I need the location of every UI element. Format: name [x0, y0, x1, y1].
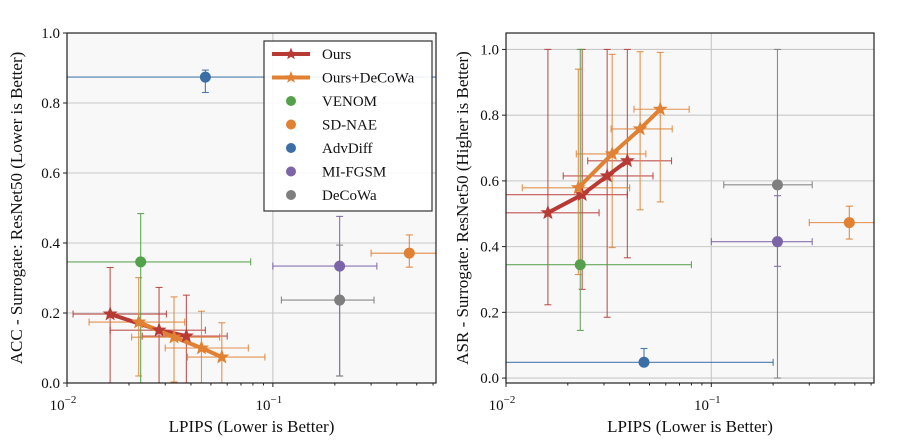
y-tick-label: 1.0: [480, 42, 499, 58]
x-tick-base: 10: [694, 398, 709, 414]
data-point-star-ours-decowa: [652, 101, 668, 116]
data-point-star-ours: [574, 186, 590, 202]
data-point-star-ours-decowa: [632, 121, 648, 136]
legend-item-advdiff: AdvDiff: [286, 141, 373, 157]
y-tick-label: 0.0: [480, 371, 499, 387]
legend-circle-icon: [286, 190, 296, 200]
data-point-star-ours-decowa: [131, 314, 147, 329]
legend-item-decowa: DeCoWa: [286, 188, 377, 204]
legend-label: Ours: [322, 47, 351, 63]
data-point-star-ours: [151, 322, 167, 337]
errorbars-venom: [67, 213, 252, 383]
data-layer: [67, 69, 436, 383]
data-point-decowa: [771, 179, 783, 191]
data-point-star-ours: [102, 306, 118, 321]
y-tick-label: 0.4: [480, 240, 499, 256]
data-point-star-ours: [599, 168, 615, 183]
axes-frame: [505, 32, 875, 384]
y-tick-label: 0.0: [41, 376, 60, 392]
data-point-sd-nae: [843, 217, 855, 229]
data-point-star-ours-decowa: [570, 179, 586, 195]
y-tick-label: 0.8: [480, 108, 499, 124]
x-tick-label: 10−2: [50, 394, 77, 414]
data-point-advdiff: [199, 71, 211, 83]
legend-label: SD-NAE: [322, 118, 377, 134]
data-point-mi-fgsm: [771, 236, 783, 248]
legend-circle-icon: [286, 96, 296, 106]
axes-frame: [66, 32, 437, 384]
x-tick-exponent: −1: [271, 394, 283, 406]
legend-label: DeCoWa: [322, 188, 377, 204]
y-tick-label: 0.8: [41, 96, 60, 112]
x-tick-base: 10: [256, 398, 271, 414]
legend-item-ours-decowa: Ours+DeCoWa: [272, 71, 415, 87]
data-point-star-ours-decowa: [194, 340, 209, 355]
legend-circle-icon: [286, 119, 296, 130]
x-tick-label: 10−1: [256, 394, 283, 414]
y-tick-label: 1.0: [41, 26, 60, 42]
data-point-star-ours: [178, 328, 194, 343]
errorbars-decowa: [723, 48, 813, 379]
legend-label: MI-FGSM: [322, 165, 386, 181]
series-line-ours: [545, 158, 630, 215]
legend-item-mi-fgsm: MI-FGSM: [286, 165, 386, 181]
legend-item-venom: VENOM: [286, 94, 377, 110]
y-tick-label: 0.4: [41, 236, 60, 252]
x-tick-exponent: −2: [65, 394, 77, 406]
x-tick-label: 10−1: [694, 394, 721, 414]
y-axis-label: ACC - Surrogate: ResNet50 (Lower is Bett…: [7, 52, 26, 365]
y-tick-label: 0.2: [41, 306, 60, 322]
data-point-venom: [135, 256, 147, 268]
y-axis-label: ASR - Surrogate: ResNet50 (Higher is Bet…: [453, 51, 472, 365]
legend: Ours Ours+DeCoWa VENOM SD-NAE AdvDiff MI-FGSM…: [263, 40, 433, 212]
legend-star-icon: [284, 47, 298, 60]
data-point-star-ours-decowa: [166, 329, 182, 344]
legend-label: AdvDiff: [322, 141, 373, 157]
legend-circle-icon: [286, 166, 296, 177]
series-line-ours-decowa: [576, 107, 663, 190]
data-layer: [506, 48, 874, 379]
legend-star-icon: [284, 71, 298, 83]
x-tick-exponent: −1: [709, 394, 721, 406]
y-tick-label: 0.6: [480, 174, 499, 190]
legend-label: Ours+DeCoWa: [322, 71, 415, 87]
legend-circle-icon: [286, 143, 296, 153]
legend-label: VENOM: [322, 94, 377, 110]
y-tick-label: 0.6: [41, 166, 60, 182]
x-tick-exponent: −2: [504, 394, 516, 406]
data-point-venom: [574, 259, 586, 271]
data-point-sd-nae: [403, 247, 415, 259]
x-axis-label: LPIPS (Lower is Better): [607, 417, 773, 436]
x-tick-label: 10−2: [489, 394, 516, 414]
legend-item-ours: Ours: [272, 47, 351, 63]
data-point-decowa: [334, 294, 346, 306]
data-point-advdiff: [638, 356, 650, 368]
data-point-star-ours: [619, 152, 635, 168]
data-point-star-ours: [540, 204, 556, 220]
x-tick-base: 10: [50, 398, 65, 414]
x-tick-base: 10: [489, 398, 504, 414]
plot-background: [506, 33, 874, 383]
data-point-mi-fgsm: [334, 260, 346, 272]
legend-item-sd-nae: SD-NAE: [286, 118, 377, 134]
data-point-star-ours-decowa: [214, 349, 230, 364]
y-tick-label: 0.2: [480, 305, 499, 321]
data-point-star-ours-decowa: [604, 146, 620, 161]
x-axis-label: LPIPS (Lower is Better): [169, 417, 335, 436]
